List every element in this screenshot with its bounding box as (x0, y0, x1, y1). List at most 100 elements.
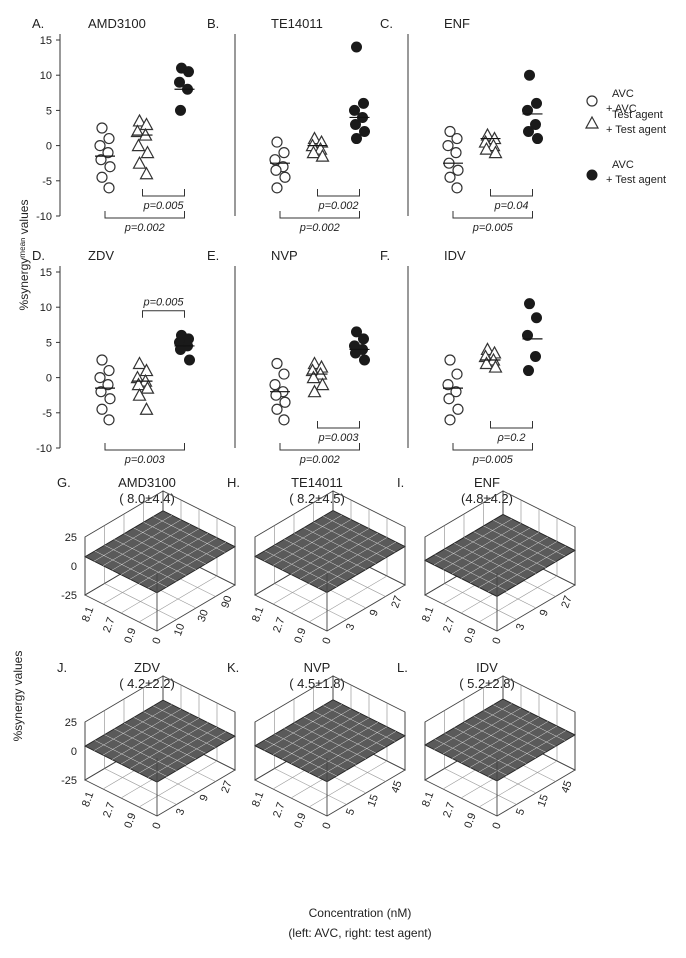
floor-gridline (138, 760, 218, 808)
floor-gridline (308, 760, 388, 808)
data-point-filled-circle (524, 298, 535, 310)
data-point-filled-circle (532, 133, 543, 145)
legend-item-3-line2: + Test agent (606, 174, 666, 186)
scatter-panels: A. AMD3100 15 10 5 0 -5 -10 p=0.005 p=0.002 B. TE14… (32, 16, 543, 466)
x-tick-label: 0.9 (122, 811, 139, 829)
data-point-open-triangle (130, 124, 145, 138)
data-point-open-circle (443, 393, 455, 405)
y-tick-label: 45 (559, 779, 574, 795)
y-tick-label: 0 (490, 821, 503, 831)
data-point-open-circle (444, 414, 456, 426)
p-value-label: p=0.002 (299, 454, 340, 466)
data-point-open-circle (278, 368, 290, 380)
data-point-open-circle (271, 182, 283, 194)
y-tick-label: 9 (368, 608, 381, 618)
surface-hatch (293, 533, 367, 570)
surface-hatch (473, 531, 546, 568)
surface-hatch (308, 726, 388, 773)
data-point-open-circle (452, 403, 464, 415)
scatter-panel-D: D. ZDV 15 10 5 0 -5 -10 p=0.005 p=0.003 (32, 248, 195, 466)
surface-hatch (483, 525, 556, 563)
surface-hatch (469, 721, 549, 768)
surface-panel-I: I. ENF(4.8±4.2) 8.12.70.9 0 3 9 27 (397, 475, 576, 646)
p-value-label: p=0.005 (472, 222, 514, 234)
panel-title: AMD3100 (118, 475, 176, 490)
surface-hatch (299, 532, 379, 580)
data-point-open-circle (94, 372, 106, 384)
x-tick-label: 2.7 (271, 616, 288, 634)
surface-hatch (138, 537, 218, 584)
data-point-open-circle (278, 147, 290, 159)
data-point-filled-circle (358, 97, 369, 109)
x-tick-label: 8.1 (250, 790, 267, 808)
data-point-open-triangle (479, 356, 494, 370)
data-point-open-triangle (306, 370, 321, 384)
surface-hatch (487, 730, 567, 777)
x-tick-label: 0.9 (122, 626, 139, 644)
data-point-filled-circle (349, 104, 360, 116)
data-point-open-circle (103, 182, 115, 194)
surface-hatch (147, 731, 227, 778)
surface-hatch (138, 726, 218, 774)
scatter-panel-C: C. ENF p=0.04 p=0.005 (380, 16, 543, 234)
p-value-label: p=0.002 (317, 200, 358, 212)
surface-panel-L: L. IDV( 5.2±2.8) 8.12.70.9 0 5 15 45 (397, 660, 576, 831)
panel-letter: D. (32, 248, 45, 263)
surface-hatch (133, 717, 206, 754)
data-point-open-triangle (140, 145, 155, 159)
legend-item-1-line2: + AVC (606, 103, 637, 115)
data-point-open-triangle (488, 359, 503, 373)
data-point-open-triangle (132, 387, 147, 401)
data-point-open-circle (279, 396, 291, 408)
legend-item-2-line1: Test agent (612, 109, 663, 121)
significance-bracket (317, 421, 360, 429)
z-tick-label: -25 (61, 590, 77, 602)
panel-title: ENF (444, 16, 470, 31)
data-point-filled-circle (359, 126, 370, 138)
significance-bracket (279, 211, 360, 219)
p-value-label: p=0.003 (124, 454, 166, 466)
significance-bracket (452, 211, 533, 219)
surface-hatch (463, 537, 537, 574)
z-tick-label: 25 (65, 717, 77, 729)
surface-hatch (469, 536, 549, 584)
p-value-label: p=0.003 (317, 432, 359, 444)
data-point-open-circle (444, 125, 456, 138)
data-point-open-circle (279, 171, 291, 183)
data-point-open-triangle (307, 384, 322, 398)
legend-filled-circle-marker (586, 169, 598, 181)
data-point-filled-circle (531, 97, 542, 109)
surface-hatch (153, 516, 226, 553)
data-point-open-circle (94, 140, 106, 152)
data-point-open-circle (103, 132, 115, 145)
x-tick-label: 0.9 (292, 626, 309, 644)
data-point-open-circle (271, 403, 283, 415)
y-tick-label: 10 (40, 302, 52, 314)
y-tick-label: 9 (198, 793, 211, 803)
panel-letter: H. (227, 475, 240, 490)
y-tick-label: -5 (42, 176, 52, 188)
data-point-open-circle (269, 379, 281, 391)
significance-bracket (104, 443, 185, 451)
data-point-open-circle (452, 164, 464, 176)
surface-hatch (473, 715, 546, 753)
y-tick-label: 45 (389, 779, 404, 795)
legend-item-3-line1: AVC (612, 159, 634, 171)
p-value-label: p=0.005 (142, 297, 184, 309)
floor-gridline (478, 575, 558, 623)
surface-hatch (123, 722, 197, 760)
data-point-open-circle (271, 136, 283, 148)
y-tick-label: 3 (514, 622, 527, 632)
legend-item-1-line1: AVC (612, 88, 634, 100)
data-point-filled-circle (523, 365, 534, 377)
y-tick-label: 15 (40, 35, 52, 47)
y-tick-label: 15 (40, 267, 52, 279)
data-point-open-circle (96, 171, 108, 183)
data-point-open-circle (96, 403, 108, 415)
floor-gridline (308, 575, 388, 623)
data-point-filled-circle (530, 118, 541, 130)
panel-letter: B. (207, 16, 219, 31)
data-point-open-circle (270, 389, 282, 401)
x-tick-label: 8.1 (420, 605, 437, 623)
